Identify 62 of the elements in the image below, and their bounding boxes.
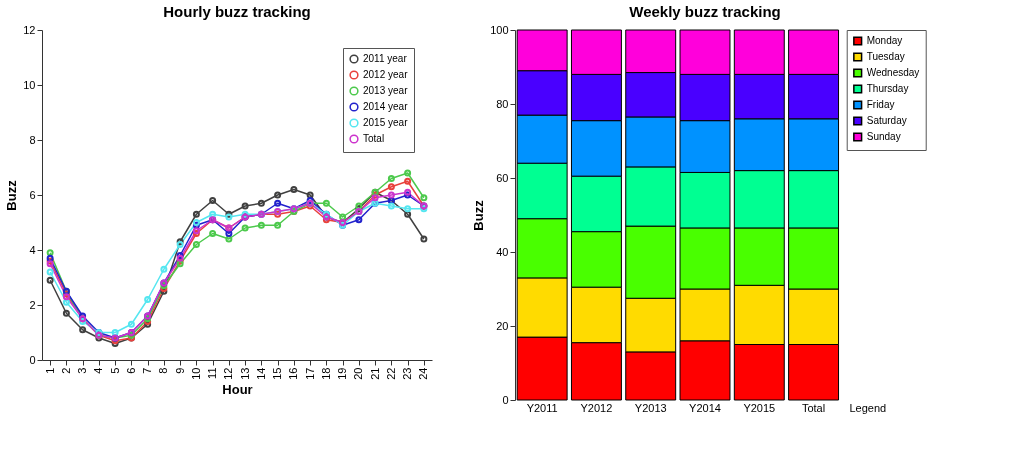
x-tick-label: Y2013 (634, 401, 667, 414)
x-tick-label: Y2014 (689, 401, 721, 414)
legend-label: Sunday (866, 131, 901, 142)
y-tick-label: 40 (496, 245, 509, 258)
legend-label: 2014 year (363, 101, 409, 112)
y-axis-title: Buzz (471, 199, 487, 231)
y-tick-label: 12 (23, 23, 36, 36)
x-tick-label: Y2015 (743, 401, 776, 414)
x-tick-label: 10 (189, 367, 202, 380)
y-tick-label: 20 (496, 319, 509, 332)
chart-title: Weekly buzz tracking (629, 3, 781, 20)
x-tick-label: Y2011 (526, 401, 558, 414)
y-tick-label: 10 (23, 78, 36, 91)
x-tick-label: 23 (401, 367, 414, 380)
x-tick-label: 5 (108, 367, 121, 374)
legend-label: 2011 year (363, 53, 408, 64)
x-tick-label: 8 (157, 367, 170, 374)
x-tick-label: 15 (271, 367, 284, 380)
x-tick-label: 18 (319, 367, 332, 380)
x-tick-label: 6 (124, 367, 137, 374)
x-tick-label: 2 (59, 367, 72, 374)
legend-label: Tuesday (866, 51, 905, 62)
x-tick-label: 9 (173, 367, 186, 374)
x-tick-label: Y2012 (580, 401, 613, 414)
y-tick-label: 0 (29, 353, 36, 366)
y-tick-label: 8 (29, 133, 36, 146)
y-tick-label: 80 (496, 97, 509, 110)
legend-label: 2015 year (363, 117, 409, 128)
x-tick-label: 16 (287, 367, 300, 380)
x-axis-title: Hour (222, 381, 253, 397)
x-tick-label: 17 (303, 367, 316, 380)
y-tick-label: 100 (490, 23, 509, 36)
legend-label: 2013 year (363, 85, 409, 96)
y-tick-label: 2 (29, 298, 36, 311)
legend-label: Monday (866, 35, 903, 46)
legend-label: Wednesday (866, 67, 920, 78)
legend-label: Total (363, 133, 385, 144)
legend-label: Friday (866, 99, 895, 110)
x-tick-label: 11 (206, 367, 219, 379)
x-tick-label: 4 (92, 367, 105, 374)
y-tick-label: 60 (496, 171, 509, 184)
x-tick-label: Legend (849, 401, 887, 414)
legend-label: Saturday (866, 115, 907, 126)
legend-label: Thursday (866, 83, 909, 94)
x-tick-label: 19 (336, 367, 349, 380)
y-tick-label: 4 (29, 243, 36, 256)
x-tick-label: 7 (141, 367, 154, 374)
x-tick-label: 22 (384, 367, 397, 380)
y-axis-title: Buzz (4, 179, 20, 211)
x-tick-label: 1 (43, 367, 56, 374)
x-tick-label: 21 (368, 367, 381, 380)
chart-title: Hourly buzz tracking (163, 3, 311, 20)
x-tick-label: 3 (76, 367, 89, 374)
x-tick-label: 20 (352, 367, 365, 380)
x-tick-label: 13 (238, 367, 251, 380)
legend-label: 2012 year (363, 69, 409, 80)
y-tick-label: 6 (29, 188, 36, 201)
x-tick-label: 14 (254, 367, 267, 380)
x-tick-label: 12 (222, 367, 235, 380)
x-tick-label: Total (801, 401, 826, 414)
x-tick-label: 24 (417, 367, 430, 380)
y-tick-label: 0 (502, 393, 509, 406)
